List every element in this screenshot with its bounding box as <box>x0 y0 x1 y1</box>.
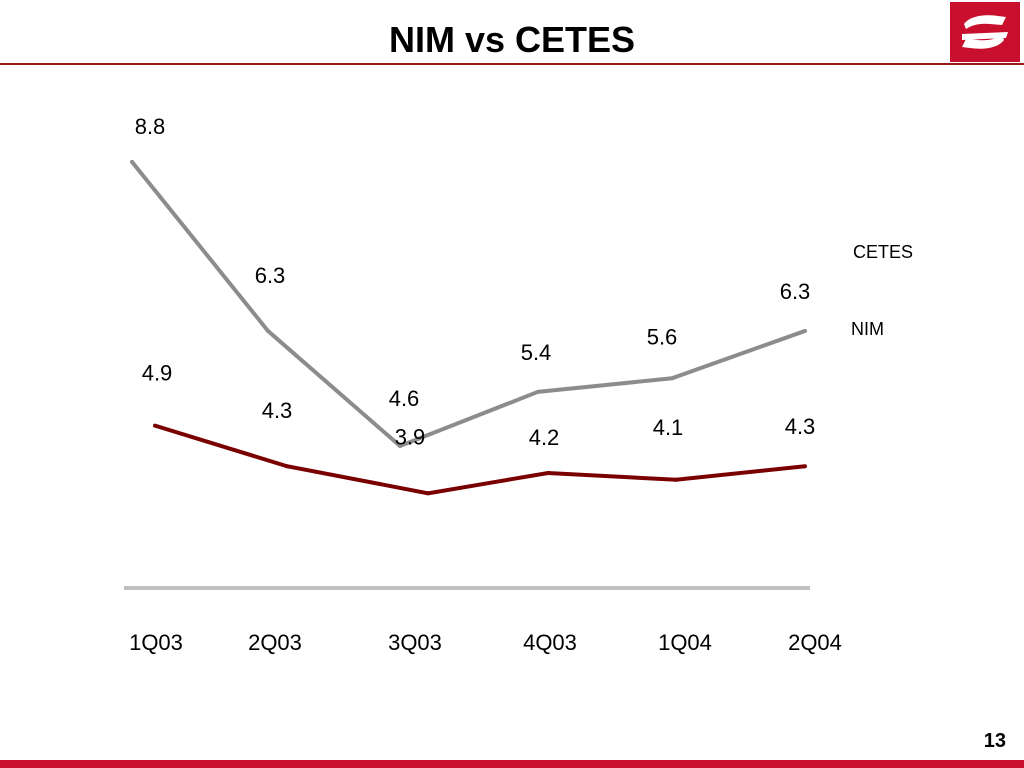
cetes-data-point <box>266 328 270 333</box>
nim-data-label: 4.9 <box>142 361 173 386</box>
x-tick-label: 1Q04 <box>658 630 712 655</box>
title-divider <box>0 63 1024 65</box>
nim-data-point <box>153 423 157 428</box>
cetes-data-label: 6.3 <box>780 279 811 304</box>
nim-data-label: 4.3 <box>785 414 816 439</box>
nim-series-line <box>154 423 806 496</box>
nim-data-point <box>674 477 678 482</box>
cetes-data-point <box>398 443 402 448</box>
cetes-data-label: 6.3 <box>255 263 286 288</box>
page-number: 13 <box>983 730 1006 752</box>
cetes-data-point <box>536 389 540 394</box>
footer-bar <box>0 760 1024 768</box>
nim-data-point <box>426 491 430 496</box>
cetes-data-label: 5.6 <box>647 324 678 349</box>
cetes-data-point <box>130 159 134 164</box>
cetes-data-point <box>803 328 807 333</box>
cetes-data-label: 4.6 <box>389 386 420 411</box>
x-tick-label: 2Q03 <box>248 630 302 655</box>
nim-data-point <box>546 471 550 475</box>
nim-data-label: 3.9 <box>395 424 426 449</box>
cetes-data-point <box>670 376 674 381</box>
legend-nim: NIM <box>851 319 884 339</box>
x-tick-label: 1Q03 <box>129 630 183 655</box>
x-tick-label: 4Q03 <box>523 630 577 655</box>
x-tick-label: 3Q03 <box>388 630 442 655</box>
cetes-data-label: 8.8 <box>135 114 166 139</box>
nim-data-point <box>803 464 807 469</box>
bank-logo-icon <box>950 2 1020 62</box>
cetes-data-label: 5.4 <box>521 340 552 365</box>
nim-data-point <box>285 464 289 469</box>
x-tick-label: 2Q04 <box>788 630 842 655</box>
nim-data-label: 4.1 <box>653 415 684 440</box>
legend-cetes: CETES <box>853 242 913 262</box>
nim-data-label: 4.3 <box>262 398 293 423</box>
page-title: NIM vs CETES <box>388 19 636 60</box>
nim-data-label: 4.2 <box>529 425 560 450</box>
cetes-series-line <box>130 160 806 449</box>
